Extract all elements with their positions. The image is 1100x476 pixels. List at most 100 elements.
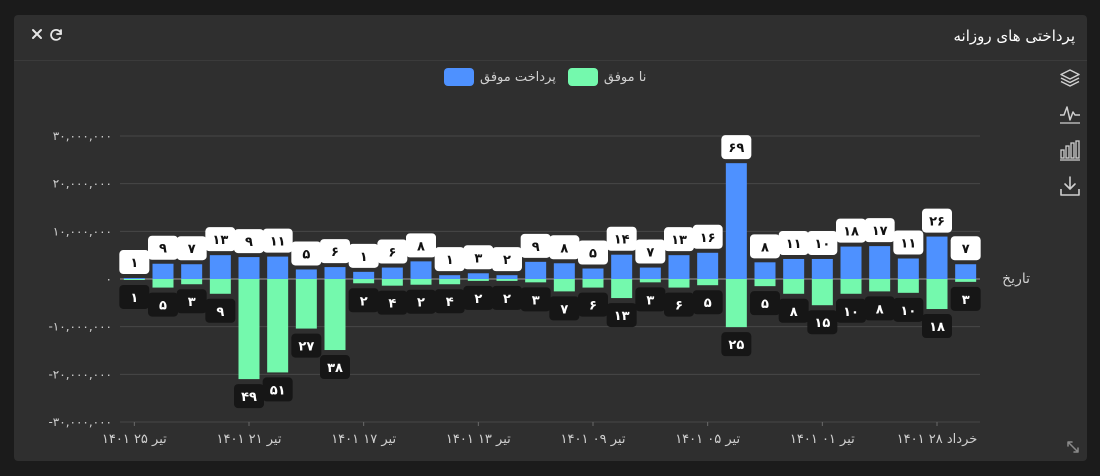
bar-success bbox=[123, 278, 145, 280]
data-label-success-box bbox=[950, 236, 981, 261]
refresh-icon[interactable] bbox=[47, 27, 65, 45]
data-label-failed-box bbox=[864, 296, 895, 321]
bar-failed bbox=[324, 279, 346, 351]
bar-success bbox=[811, 258, 833, 279]
data-label-success-box bbox=[377, 239, 408, 264]
data-label-failed: ۳ bbox=[188, 295, 196, 310]
y-tick-label: -۱۰,۰۰۰,۰۰۰ bbox=[48, 320, 112, 334]
data-label-failed-box bbox=[492, 285, 522, 310]
legend-swatch-success bbox=[444, 68, 474, 86]
data-label-failed-box bbox=[234, 384, 264, 409]
data-label-success: ۹ bbox=[245, 235, 253, 250]
data-label-success: ۶ bbox=[331, 245, 339, 260]
data-label-success-box bbox=[664, 227, 694, 252]
data-label-failed: ۳ bbox=[962, 293, 970, 308]
data-label-success-box bbox=[635, 239, 666, 264]
data-label-failed-box bbox=[262, 377, 293, 402]
bar-chart-icon[interactable] bbox=[1059, 139, 1081, 161]
bar-success bbox=[525, 261, 547, 279]
bar-failed bbox=[754, 279, 776, 287]
data-label-success: ۱ bbox=[130, 256, 138, 271]
data-label-success-box bbox=[406, 233, 436, 258]
data-label-success: ۷ bbox=[962, 242, 970, 257]
line-chart-icon[interactable] bbox=[1059, 103, 1081, 125]
bar-failed bbox=[668, 279, 690, 288]
bar-success bbox=[840, 246, 862, 279]
bar-failed bbox=[897, 279, 919, 293]
data-label-failed: ۹ bbox=[216, 305, 224, 320]
data-label-success: ۱۶ bbox=[700, 231, 716, 246]
data-label-failed-box bbox=[606, 303, 637, 328]
bar-failed bbox=[209, 279, 231, 294]
data-label-success-box bbox=[922, 208, 952, 233]
x-axis-label: تاریخ bbox=[1002, 271, 1030, 287]
data-label-success: ۵ bbox=[589, 247, 597, 262]
data-label-failed-box bbox=[836, 298, 866, 323]
data-label-failed-box bbox=[205, 298, 236, 323]
data-label-failed: ۱ bbox=[130, 291, 138, 306]
data-label-success-box bbox=[434, 247, 465, 272]
bar-success bbox=[926, 236, 948, 279]
bar-success bbox=[209, 255, 231, 279]
bar-success bbox=[668, 255, 690, 279]
data-label-success: ۵ bbox=[302, 247, 310, 262]
close-icon[interactable] bbox=[28, 27, 46, 45]
data-label-success-box bbox=[205, 227, 236, 252]
download-icon[interactable] bbox=[1059, 175, 1081, 197]
data-label-failed: ۲ bbox=[503, 292, 511, 307]
bar-failed bbox=[697, 279, 719, 286]
bar-success bbox=[410, 261, 432, 279]
data-label-success-box bbox=[750, 234, 780, 259]
bar-failed bbox=[525, 279, 547, 283]
data-label-success: ۹ bbox=[159, 242, 167, 257]
data-label-success-box bbox=[176, 236, 207, 261]
panel-title: پرداختی های روزانه bbox=[953, 27, 1075, 45]
bar-failed bbox=[955, 279, 977, 282]
bar-failed bbox=[869, 279, 891, 292]
data-label-failed-box bbox=[520, 287, 551, 312]
data-label-success: ۹ bbox=[532, 240, 540, 255]
y-tick-label: ۰ bbox=[106, 272, 112, 286]
resize-handle-icon[interactable] bbox=[1065, 439, 1081, 455]
data-label-success: ۶ bbox=[388, 246, 396, 261]
data-label-success-box bbox=[721, 135, 752, 160]
bar-failed bbox=[811, 279, 833, 306]
x-tick-label: تیر ۰۱ ۱۴۰۱ bbox=[790, 432, 855, 447]
data-label-failed: ۵ bbox=[159, 299, 167, 314]
legend-item-failed[interactable]: نا موفق bbox=[567, 68, 647, 86]
data-label-success-box bbox=[549, 235, 580, 260]
data-label-failed: ۴۹ bbox=[241, 390, 257, 405]
data-label-failed-box bbox=[377, 290, 408, 315]
bar-success bbox=[496, 275, 518, 279]
data-label-failed-box bbox=[778, 298, 809, 323]
data-label-failed: ۳ bbox=[646, 293, 654, 308]
bar-failed bbox=[181, 279, 203, 285]
x-tick-label: تیر ۲۵ ۱۴۰۱ bbox=[102, 432, 167, 447]
x-tick-label: تیر ۱۷ ۱۴۰۱ bbox=[331, 432, 396, 447]
data-label-failed-box bbox=[721, 332, 752, 357]
bar-failed bbox=[381, 279, 403, 286]
data-label-success: ۲۶ bbox=[929, 215, 945, 230]
bar-success bbox=[467, 273, 489, 279]
data-label-failed: ۱۰ bbox=[900, 304, 916, 319]
data-label-failed-box bbox=[176, 289, 207, 314]
data-label-failed-box bbox=[635, 287, 666, 312]
data-label-failed-box bbox=[807, 310, 838, 335]
layers-icon[interactable] bbox=[1059, 67, 1081, 89]
data-label-failed-box bbox=[406, 289, 436, 314]
data-label-failed-box bbox=[692, 290, 723, 315]
data-label-failed: ۴ bbox=[446, 295, 454, 310]
bar-success bbox=[553, 263, 575, 279]
data-label-success-box bbox=[348, 243, 379, 268]
data-label-success-box bbox=[234, 229, 264, 254]
bar-failed bbox=[639, 279, 661, 283]
legend-item-success[interactable]: پرداخت موفق bbox=[444, 68, 556, 86]
bar-success bbox=[295, 269, 317, 279]
legend-swatch-failed bbox=[567, 68, 598, 86]
bar-success bbox=[955, 264, 977, 279]
bar-success bbox=[381, 267, 403, 279]
bar-failed bbox=[439, 279, 461, 285]
data-label-success-box bbox=[578, 240, 608, 265]
data-label-failed-box bbox=[950, 286, 981, 311]
legend-label-failed: نا موفق bbox=[603, 69, 647, 85]
